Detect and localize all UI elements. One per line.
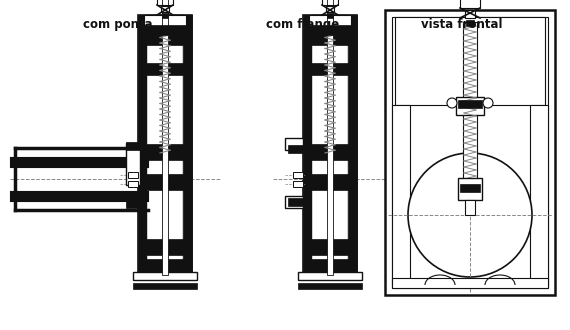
Bar <box>147 15 183 275</box>
Text: com flange: com flange <box>266 18 340 31</box>
Bar <box>309 15 351 30</box>
Bar <box>305 259 355 275</box>
Bar <box>138 15 147 275</box>
Bar <box>140 259 190 275</box>
Bar <box>288 145 303 153</box>
Bar <box>162 13 168 18</box>
Bar <box>460 184 480 192</box>
Bar <box>288 198 303 206</box>
Bar <box>144 15 186 30</box>
Bar <box>463 22 477 180</box>
Bar <box>458 178 482 200</box>
Bar <box>126 200 140 208</box>
Bar <box>133 272 197 280</box>
Bar <box>140 239 190 255</box>
Bar <box>128 172 138 178</box>
Bar <box>140 63 190 75</box>
Bar <box>348 15 357 275</box>
Circle shape <box>408 153 532 277</box>
Circle shape <box>483 98 493 108</box>
Bar <box>392 278 548 288</box>
Bar <box>161 6 169 12</box>
Bar <box>305 174 355 190</box>
Bar <box>322 0 338 5</box>
Bar <box>305 15 355 45</box>
Circle shape <box>447 98 457 108</box>
Bar <box>305 63 355 75</box>
Bar <box>305 239 355 255</box>
Bar <box>326 6 334 12</box>
Bar <box>303 15 312 275</box>
Bar <box>392 17 548 288</box>
Bar <box>465 200 475 215</box>
Bar <box>327 0 333 275</box>
Bar <box>456 97 484 115</box>
Bar <box>126 142 140 150</box>
Bar <box>142 25 188 35</box>
Bar <box>327 13 333 18</box>
Bar <box>303 15 357 275</box>
Bar <box>312 15 348 275</box>
Bar <box>157 0 173 5</box>
Bar <box>285 138 303 150</box>
Bar <box>133 283 197 289</box>
Bar <box>305 144 355 160</box>
Bar <box>285 196 303 208</box>
Bar <box>395 17 545 105</box>
Bar <box>138 15 192 275</box>
Bar <box>140 144 190 160</box>
Bar <box>458 100 482 108</box>
Bar <box>162 0 168 275</box>
Text: com ponta: com ponta <box>83 18 153 31</box>
Bar <box>140 15 190 45</box>
Bar <box>460 0 480 8</box>
Bar <box>307 25 353 35</box>
Bar <box>183 15 192 275</box>
Bar <box>392 105 410 285</box>
Bar <box>466 20 474 26</box>
Bar <box>128 181 138 187</box>
Text: vista frontal: vista frontal <box>421 18 503 31</box>
Bar <box>530 105 548 285</box>
Bar <box>293 172 303 178</box>
Bar <box>293 181 303 187</box>
Bar <box>298 272 362 280</box>
Bar <box>298 283 362 289</box>
Bar <box>126 143 140 185</box>
Bar <box>140 174 190 190</box>
Bar <box>385 10 555 295</box>
Bar <box>465 10 475 18</box>
